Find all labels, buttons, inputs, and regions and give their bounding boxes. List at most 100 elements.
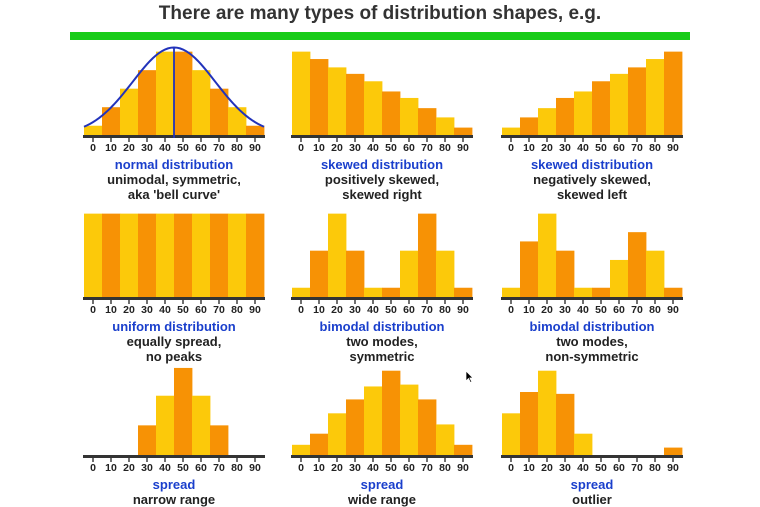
x-tick-label: 10: [105, 304, 117, 316]
histogram-caption: skewed distribution positively skewed, ske…: [262, 157, 502, 202]
x-tick-label: 40: [577, 142, 589, 154]
x-tick-label: 50: [595, 462, 607, 474]
histogram-bar: [346, 250, 365, 297]
histogram-caption: skewed distribution negatively skewed, ske…: [472, 157, 712, 202]
histogram-bar: [228, 107, 247, 135]
x-tick-label: 60: [195, 462, 207, 474]
histogram-bar: [436, 250, 455, 297]
x-tick-label: 70: [213, 304, 225, 316]
histogram-bar: [454, 287, 473, 297]
histogram-caption: uniform distribution equally spread, no pe…: [54, 319, 294, 364]
histogram-panel: 0 10 20 30 40 50 60 70 80 90: [83, 367, 265, 474]
x-tick-label: 80: [649, 142, 661, 154]
x-tick-label: 80: [231, 462, 243, 474]
histogram-bar: [174, 367, 193, 455]
histogram-bar: [246, 213, 265, 297]
histogram-caption: bimodal distribution two modes, non-symmet…: [472, 319, 712, 364]
histogram-bar: [292, 287, 311, 297]
x-tick-label: 60: [613, 304, 625, 316]
histogram-bar: [382, 287, 401, 297]
x-tick-label: 20: [541, 142, 553, 154]
histogram-bar: [382, 91, 401, 135]
histogram-bar: [192, 70, 211, 135]
histogram-bar: [418, 399, 437, 455]
x-tick-label: 40: [577, 304, 589, 316]
caption-description: two modes,: [556, 334, 628, 349]
x-tick-label: 80: [649, 462, 661, 474]
histogram-bar: [646, 59, 665, 135]
histogram-bar: [538, 108, 557, 135]
x-tick-label: 0: [298, 142, 304, 154]
histogram-bar: [628, 232, 647, 297]
histogram-panel: 0 10 20 30 40 50 60 70 80 90: [501, 370, 683, 474]
histogram-bar: [346, 73, 365, 135]
x-tick-label: 90: [249, 142, 261, 154]
histogram-bar: [574, 91, 593, 135]
histogram-bar: [84, 213, 103, 297]
histogram-bar: [346, 399, 365, 455]
histogram-bar: [502, 413, 521, 455]
histogram-bar: [192, 395, 211, 455]
histogram-bar: [174, 51, 193, 135]
caption-description: non-symmetric: [545, 349, 639, 364]
histogram-bar: [556, 97, 575, 135]
caption-description: aka 'bell curve': [127, 187, 221, 202]
histogram-bar: [156, 395, 175, 455]
x-tick-label: 70: [213, 142, 225, 154]
histogram-caption: normal distribution unimodal, symmetric, a…: [54, 157, 294, 202]
histogram-panel: 0 10 20 30 40 50 60 70 80 90: [291, 213, 473, 316]
histogram-bar: [400, 384, 419, 455]
x-tick-label: 70: [421, 142, 433, 154]
x-tick-label: 20: [123, 142, 135, 154]
x-tick-label: 90: [457, 142, 469, 154]
x-tick-label: 50: [177, 304, 189, 316]
histogram-bar: [292, 444, 311, 455]
caption-title: spread: [152, 477, 196, 492]
histogram-bar: [328, 413, 347, 455]
histogram-bar: [538, 213, 557, 297]
x-tick-label: 90: [667, 462, 679, 474]
histogram-panel: 0 10 20 30 40 50 60 70 80 90: [291, 370, 473, 474]
x-tick-label: 40: [367, 142, 379, 154]
x-tick-label: 50: [385, 142, 397, 154]
x-tick-label: 50: [595, 304, 607, 316]
x-tick-label: 10: [523, 462, 535, 474]
caption-description: symmetric: [349, 349, 415, 364]
caption-description: negatively skewed,: [533, 172, 651, 187]
x-tick-label: 40: [159, 462, 171, 474]
x-tick-label: 10: [313, 304, 325, 316]
histogram-bar: [520, 241, 539, 297]
x-tick-label: 20: [541, 462, 553, 474]
caption-description: positively skewed,: [324, 172, 440, 187]
histogram-bar: [156, 51, 175, 135]
histogram-bar: [210, 213, 229, 297]
x-tick-label: 50: [595, 142, 607, 154]
histogram-bar: [174, 213, 193, 297]
caption-title: spread: [570, 477, 614, 492]
histogram-bar: [610, 259, 629, 297]
histogram-bar: [574, 287, 593, 297]
histogram-panel: 0 10 20 30 40 50 60 70 80 90: [83, 213, 265, 316]
x-tick-label: 10: [523, 304, 535, 316]
caption-description: narrow range: [132, 492, 216, 507]
x-tick-label: 30: [141, 462, 153, 474]
x-tick-label: 60: [403, 142, 415, 154]
x-tick-label: 60: [195, 304, 207, 316]
x-tick-label: 80: [231, 304, 243, 316]
x-tick-label: 10: [313, 142, 325, 154]
x-tick-label: 40: [577, 462, 589, 474]
x-tick-label: 60: [403, 462, 415, 474]
histogram-bar: [538, 370, 557, 455]
x-tick-label: 30: [349, 462, 361, 474]
histogram-bar: [328, 67, 347, 135]
x-tick-label: 80: [439, 304, 451, 316]
caption-description: two modes,: [346, 334, 418, 349]
x-tick-label: 20: [331, 462, 343, 474]
x-tick-label: 90: [457, 462, 469, 474]
histogram-bar: [228, 213, 247, 297]
histogram-bar: [400, 250, 419, 297]
x-tick-label: 30: [349, 304, 361, 316]
caption-description: no peaks: [145, 349, 203, 364]
histogram-bar: [418, 108, 437, 135]
histogram-panel: 0 10 20 30 40 50 60 70 80 90: [291, 51, 473, 154]
